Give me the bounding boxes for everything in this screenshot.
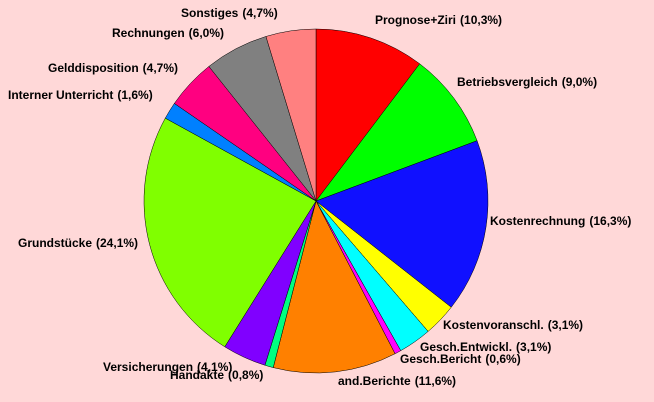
value-label: (4,7%) <box>242 6 277 20</box>
slice-label: Handakte (0,8%) <box>170 368 263 382</box>
value-label: (6,0%) <box>189 26 224 40</box>
category-name: Rechnungen <box>112 26 185 40</box>
pie-slice <box>143 117 317 348</box>
category-name: Gesch.Entwickl. <box>420 340 512 354</box>
value-label: (3,1%) <box>548 318 583 332</box>
slice-label: Prognose+Ziri (10,3%) <box>375 13 502 27</box>
slice-label: Kostenvoranschl. (3,1%) <box>443 318 583 332</box>
value-label: (11,6%) <box>415 374 456 388</box>
value-label: (24,1%) <box>96 236 138 250</box>
slice-label: Interner Unterricht (1,6%) <box>8 88 153 102</box>
value-label: (4,1%) <box>197 360 232 374</box>
slice-label: Gesch.Entwickl. (3,1%) <box>420 340 551 354</box>
pie-slice <box>315 140 489 308</box>
category-name: Prognose+Ziri <box>375 13 456 27</box>
slice-label: Grundstücke (24,1%) <box>18 236 138 250</box>
value-label: (0,8%) <box>228 368 263 382</box>
slice-label: Gelddisposition (4,7%) <box>48 61 178 75</box>
value-label: (10,3%) <box>460 13 502 27</box>
category-name: Kostenvoranschl. <box>443 318 544 332</box>
slice-label: Rechnungen (6,0%) <box>112 26 224 40</box>
category-name: Versicherungen <box>103 360 193 374</box>
category-name: Interner Unterricht <box>8 88 113 102</box>
pie-slice <box>265 28 317 202</box>
value-label: (4,7%) <box>143 61 178 75</box>
slice-label: Versicherungen (4,1%) <box>103 360 232 374</box>
value-label: (3,1%) <box>516 340 551 354</box>
pie-slice <box>272 200 396 374</box>
category-name: Gesch.Bericht <box>400 352 481 366</box>
category-name: Sonstiges <box>181 6 239 20</box>
category-name: Grundstücke <box>18 236 92 250</box>
category-name: Gelddisposition <box>48 61 139 75</box>
slice-label: Kostenrechnung (16,3%) <box>490 214 631 228</box>
value-label: (16,3%) <box>589 214 631 228</box>
pie-slice <box>315 28 421 202</box>
category-name: Handakte <box>170 368 224 382</box>
slice-label: Betriebsvergleich (9,0%) <box>457 75 597 89</box>
category-name: and.Berichte <box>338 374 411 388</box>
pie-slice <box>315 63 478 202</box>
slice-label: and.Berichte (11,6%) <box>338 374 456 388</box>
category-name: Betriebsvergleich <box>457 75 558 89</box>
slice-label: Gesch.Bericht (0,6%) <box>400 352 521 366</box>
value-label: (9,0%) <box>562 75 597 89</box>
value-label: (0,6%) <box>485 352 520 366</box>
slice-label: Sonstiges (4,7%) <box>181 6 278 20</box>
value-label: (1,6%) <box>117 88 152 102</box>
category-name: Kostenrechnung <box>490 214 585 228</box>
